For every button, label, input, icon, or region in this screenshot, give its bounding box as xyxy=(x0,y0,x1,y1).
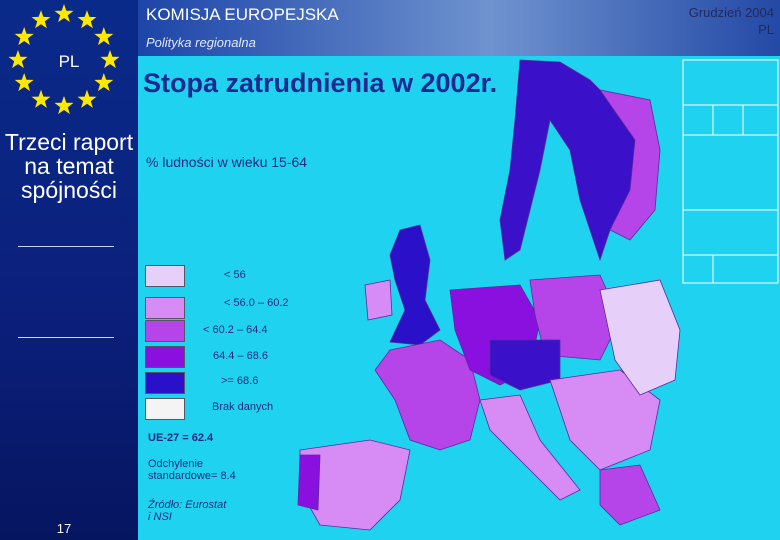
finland xyxy=(599,89,661,241)
star xyxy=(14,73,34,92)
greece xyxy=(599,464,661,526)
average: UE-27 = 62.4 xyxy=(148,432,214,444)
legend-swatch xyxy=(145,372,185,394)
legend-label: >= 68.6 xyxy=(221,375,259,387)
star xyxy=(100,50,120,69)
inset xyxy=(742,104,779,136)
star xyxy=(77,10,97,29)
inset xyxy=(712,254,779,284)
legend-swatch xyxy=(145,297,185,319)
ireland xyxy=(364,279,393,321)
legend-label: < 60.2 – 64.4 xyxy=(203,324,268,336)
star xyxy=(54,96,74,115)
legend-label: 64.4 – 68.6 xyxy=(213,350,269,362)
header-band xyxy=(138,0,780,56)
legend-swatch xyxy=(145,320,185,342)
badge: PL xyxy=(58,52,80,71)
star xyxy=(8,50,28,69)
source: Źródło: Eurostat i NSI xyxy=(148,499,227,523)
insets xyxy=(682,59,779,284)
deviation: Odchylenie standardowe= 8.4 xyxy=(148,458,236,482)
legend-swatch xyxy=(145,346,185,368)
legend-label: < 56.0 – 60.2 xyxy=(224,297,289,309)
legend-swatch xyxy=(145,265,185,287)
star xyxy=(94,73,114,92)
inset xyxy=(682,59,779,106)
inset xyxy=(712,104,744,136)
star xyxy=(77,89,97,108)
inset xyxy=(682,134,779,211)
date: Grudzień 2004 xyxy=(688,5,774,20)
inset xyxy=(682,209,779,256)
country: PL xyxy=(758,22,774,37)
page-number: 17 xyxy=(56,521,72,536)
map-title: Stopa zatrudnienia w 2002r. xyxy=(143,68,498,98)
divider xyxy=(18,246,114,247)
star xyxy=(31,10,51,29)
legend-label: Brak danych xyxy=(212,401,274,413)
star xyxy=(14,27,34,46)
balkans xyxy=(549,369,661,471)
divider xyxy=(18,337,114,338)
inset xyxy=(682,104,714,136)
legend-label: < 56 xyxy=(224,269,246,281)
sidebar xyxy=(0,0,138,540)
legend-swatch xyxy=(145,398,185,420)
star xyxy=(94,27,114,46)
map-subtitle: % ludności w wieku 15-64 xyxy=(146,154,308,170)
europe-map xyxy=(297,59,681,531)
inset xyxy=(682,254,714,284)
star xyxy=(54,4,74,23)
france xyxy=(374,339,481,451)
organization: KOMISJA EUROPEJSKA xyxy=(146,5,339,24)
czechia xyxy=(489,339,561,391)
star xyxy=(31,89,51,108)
eastern-europe xyxy=(599,279,681,396)
great-britain xyxy=(389,224,441,346)
poland xyxy=(529,274,621,361)
italy xyxy=(479,394,581,501)
portugal xyxy=(297,454,321,511)
unit: Polityka regionalna xyxy=(146,35,256,50)
report-title: Trzeci raport na temat spójności xyxy=(4,129,134,203)
